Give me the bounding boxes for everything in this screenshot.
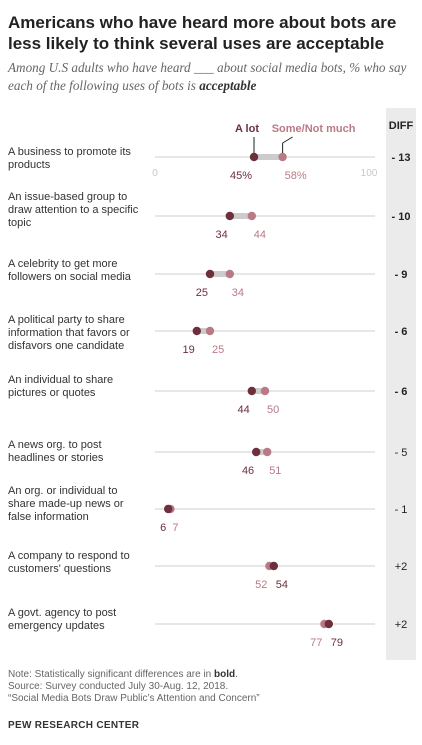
chart-notes: Note: Statistically significant differen… (8, 669, 414, 705)
dot-a-lot (247, 386, 256, 396)
dot-some-not-much (278, 152, 287, 162)
note-end: . (235, 669, 238, 680)
dot-a-lot (192, 326, 201, 336)
value-label-some: 77 (310, 637, 322, 649)
row-label: share made-up news or (8, 498, 124, 510)
value-label-a-lot: 46 (242, 465, 254, 477)
dot-a-lot (252, 447, 261, 457)
value-label-a-lot: 54 (276, 579, 288, 591)
row-label: topic (8, 217, 32, 229)
diff-value: +2 (395, 561, 408, 573)
diff-column-background (386, 108, 416, 660)
diff-value: - 5 (395, 447, 408, 459)
source-note: Source: Survey conducted July 30-Aug. 12… (8, 681, 229, 692)
note-bold: bold (214, 669, 236, 680)
significance-note: Note: Statistically significant differen… (8, 669, 414, 681)
legend-a-lot: A lot (235, 123, 259, 135)
row-label: information that favors or (8, 327, 130, 339)
value-label-some: 52 (255, 579, 267, 591)
value-label-some: 50 (267, 404, 279, 416)
dot-a-lot (205, 269, 215, 279)
diff-value: - 1 (395, 504, 408, 516)
row-label: A govt. agency to post (8, 607, 116, 619)
dot-a-lot (269, 561, 278, 571)
dot-a-lot (164, 504, 173, 514)
value-label-a-lot: 79 (331, 637, 343, 649)
row-label: A business to promote its (8, 146, 131, 158)
diff-value: - 9 (395, 269, 408, 281)
value-label-some: 25 (212, 344, 224, 356)
row-label: products (8, 159, 51, 171)
value-label-a-lot: 34 (216, 229, 228, 241)
dot-some-not-much (247, 211, 256, 221)
axis-tick-label: 100 (361, 168, 378, 179)
value-label-a-lot: 44 (238, 404, 250, 416)
row-label: disfavors one candidate (8, 340, 124, 352)
diff-header: DIFF (388, 120, 414, 132)
row-label: followers on social media (8, 271, 132, 283)
row-label: A political party to share (8, 314, 125, 326)
dot-some-not-much (225, 269, 234, 279)
value-label-a-lot: 19 (183, 344, 195, 356)
row-label: customers' questions (8, 563, 111, 575)
row-label: A news org. to post (8, 439, 102, 451)
dot-some-not-much (260, 386, 270, 396)
value-label-some: 44 (254, 229, 266, 241)
row-label: An individual to share (8, 374, 113, 386)
org-name: PEW RESEARCH CENTER (8, 720, 140, 731)
dot-some-not-much (263, 447, 272, 457)
diff-value: - 13 (392, 152, 411, 164)
report-title: “Social Media Bots Draw Public’s Attenti… (8, 693, 260, 704)
legend-some-not-much: Some/Not much (272, 123, 356, 135)
note-text: Note: Statistically significant differen… (8, 669, 215, 680)
chart-subtitle: Among U.S adults who have heard ___ abou… (8, 59, 414, 95)
row-label: false information (8, 511, 89, 523)
row-label: headlines or stories (8, 452, 104, 464)
row-label: draw attention to a specific (8, 204, 139, 216)
dot-some-not-much (205, 326, 215, 336)
value-label-a-lot: 6 (160, 522, 166, 534)
diff-value: - 10 (392, 211, 411, 223)
row-label: emergency updates (8, 620, 105, 632)
value-label-some: 58% (285, 170, 307, 182)
diff-value: +2 (395, 619, 408, 631)
axis-tick-label: 0 (152, 168, 158, 179)
value-label-some: 51 (269, 465, 281, 477)
subtitle-emphasis: acceptable (199, 78, 257, 93)
row-label: pictures or quotes (8, 387, 96, 399)
dot-a-lot (225, 211, 234, 221)
dot-a-lot (324, 619, 333, 629)
value-label-a-lot: 45% (230, 170, 252, 182)
subtitle-text: Among U.S adults who have heard ___ abou… (8, 60, 407, 93)
value-label-a-lot: 25 (196, 287, 208, 299)
row-label: An issue-based group to (8, 191, 127, 203)
value-label-some: 34 (232, 287, 244, 299)
row-label: An org. or individual to (8, 485, 117, 497)
value-label-some: 7 (172, 522, 178, 534)
chart-title: Americans who have heard more about bots… (8, 13, 397, 53)
row-label: A company to respond to (8, 550, 130, 562)
diff-value: - 6 (395, 386, 408, 398)
row-label: A celebrity to get more (8, 258, 117, 270)
diff-value: - 6 (395, 326, 408, 338)
dot-a-lot (249, 152, 259, 162)
legend-leader-some (282, 136, 293, 144)
